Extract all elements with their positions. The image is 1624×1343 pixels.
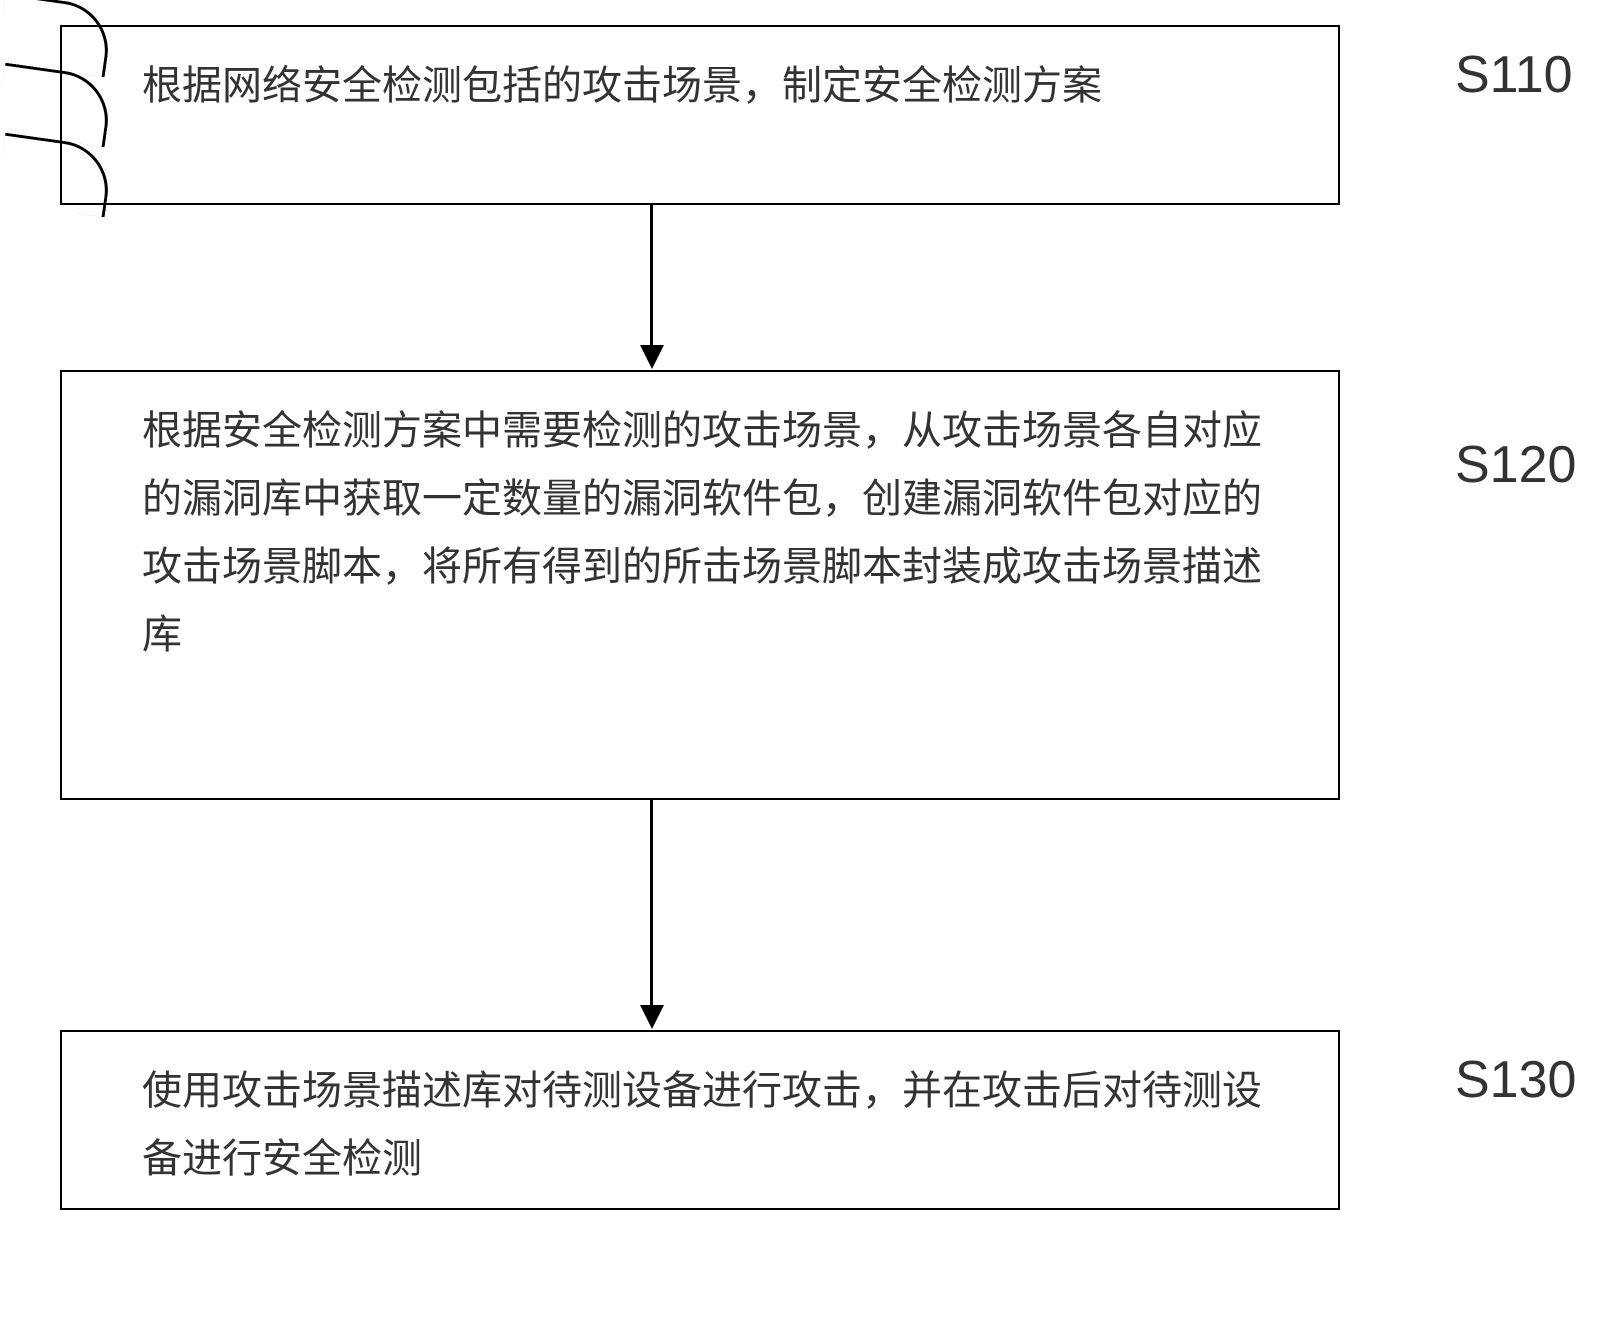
flowchart-node-s130: 使用攻击场景描述库对待测设备进行攻击，并在攻击后对待测设备进行安全检测	[60, 1030, 1340, 1210]
node-label-s120: S120	[1455, 435, 1576, 495]
arrow-line	[650, 205, 653, 345]
flowchart-node-s110: 根据网络安全检测包括的攻击场景，制定安全检测方案	[60, 25, 1340, 205]
node-text: 使用攻击场景描述库对待测设备进行攻击，并在攻击后对待测设备进行安全检测	[142, 1068, 1262, 1181]
node-label-s110: S110	[1455, 45, 1573, 105]
flowchart-node-s120: 根据安全检测方案中需要检测的攻击场景，从攻击场景各自对应的漏洞库中获取一定数量的…	[60, 370, 1340, 800]
arrow-line	[650, 800, 653, 1005]
flowchart-container: 根据网络安全检测包括的攻击场景，制定安全检测方案 S110 根据安全检测方案中需…	[0, 0, 1624, 1343]
node-text: 根据安全检测方案中需要检测的攻击场景，从攻击场景各自对应的漏洞库中获取一定数量的…	[142, 408, 1262, 657]
node-text: 根据网络安全检测包括的攻击场景，制定安全检测方案	[142, 63, 1102, 108]
arrow-head-icon	[640, 345, 664, 369]
arrow-head-icon	[640, 1005, 664, 1029]
node-label-s130: S130	[1455, 1050, 1576, 1110]
